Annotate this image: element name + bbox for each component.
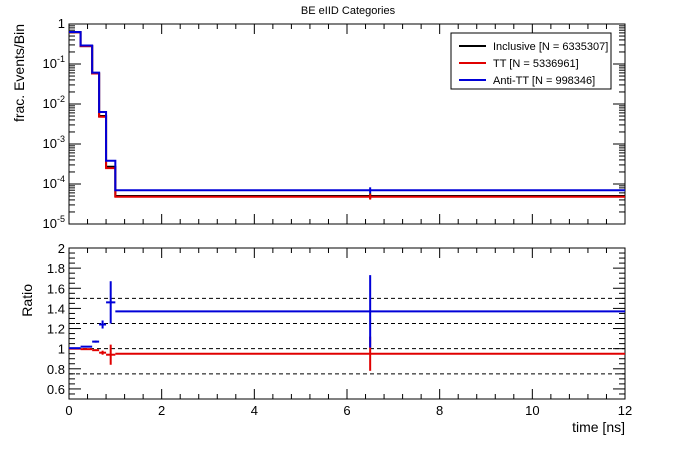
- ratio-y-tick-label: 2: [58, 241, 65, 256]
- top-y-axis-label: frac. Events/Bin: [11, 24, 27, 122]
- ratio-panel: 0 2 4 6 8 10 12 0.6 0.8 1 1.2 1.4 1.6 1.8 2 Ratio time […: [19, 241, 632, 435]
- top-y-tick-label: 10-4: [43, 174, 65, 191]
- histogram-series-antitt: [69, 31, 625, 192]
- top-y-tick-label: 1: [58, 16, 65, 31]
- legend: Inclusive [N = 6335307] TT [N = 5336961] A…: [450, 32, 612, 90]
- legend-label-tt: TT [N = 5336961]: [493, 58, 579, 70]
- ratio-y-tick-label: 1: [58, 342, 65, 357]
- legend-label-inclusive: Inclusive [N = 6335307]: [493, 41, 608, 53]
- chart-title: BE eIID Categories: [301, 5, 396, 17]
- ratio-y-tick-label: 1.2: [47, 322, 65, 337]
- ratio-y-tick-label: 1.8: [47, 261, 65, 276]
- ratio-x-tick-label: 12: [618, 403, 632, 418]
- ratio-x-tick-label: 6: [343, 403, 350, 418]
- top-y-tick-label: 10-1: [43, 54, 65, 71]
- ratio-x-tick-label: 8: [436, 403, 443, 418]
- ratio-y-tick-label: 1.4: [47, 301, 65, 316]
- top-y-tick-label: 10-2: [43, 94, 65, 111]
- top-y-tick-label: 10-3: [43, 134, 65, 151]
- top-y-tick-label: 10-5: [43, 214, 65, 231]
- top-panel: 10-5 10-4 10-3 10-2 10-1 1 frac. Events/Bin: [11, 16, 626, 231]
- ratio-x-tick-label: 0: [65, 403, 72, 418]
- ratio-y-tick-label: 0.6: [47, 382, 65, 397]
- ratio-y-tick-label: 1.6: [47, 281, 65, 296]
- legend-label-antitt: Anti-TT [N = 998346]: [493, 75, 595, 87]
- ratio-y-tick-label: 0.8: [47, 362, 65, 377]
- ratio-x-tick-label: 4: [251, 403, 258, 418]
- ratio-x-tick-label: 10: [525, 403, 539, 418]
- ratio-x-tick-label: 2: [158, 403, 165, 418]
- ratio-y-axis-label: Ratio: [19, 284, 35, 317]
- ratio-x-axis-label: time [ns]: [572, 419, 625, 435]
